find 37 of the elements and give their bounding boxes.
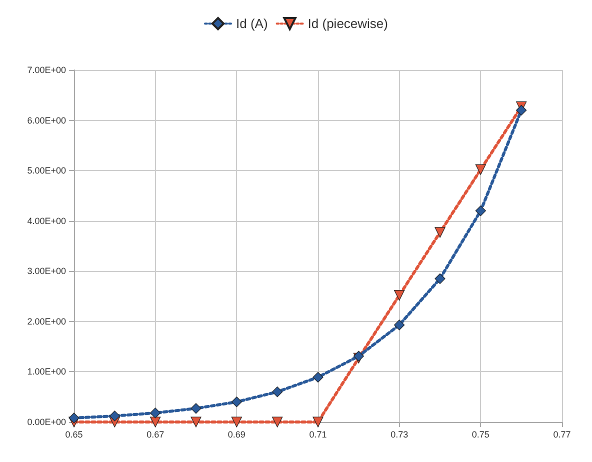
x-tick-label: 0.67: [146, 430, 164, 440]
x-tick-label: 0.75: [472, 430, 490, 440]
point: [312, 416, 324, 428]
y-tick-label: 3.00E+00: [27, 266, 66, 276]
y-tick-label: 4.00E+00: [27, 216, 66, 226]
point: [434, 273, 446, 284]
point: [150, 416, 161, 428]
point: [272, 416, 283, 428]
point: [312, 372, 324, 383]
y-tick-label: 1.00E+00: [27, 366, 66, 377]
y-tick-label: 0.00E+00: [27, 417, 66, 427]
y-tick-label: 5.00E+00: [27, 166, 66, 176]
x-tick-label: 0.71: [309, 430, 327, 440]
point: [231, 416, 242, 428]
point: [231, 396, 242, 408]
legend-label: Id (A): [236, 16, 268, 32]
point: [272, 386, 283, 398]
x-tick-label: 0.65: [65, 430, 83, 440]
point: [353, 350, 364, 362]
legend-label: Id (piecewise): [308, 16, 388, 32]
y-tick-label: 6.00E+00: [27, 115, 66, 126]
point: [190, 416, 202, 428]
point: [190, 403, 202, 414]
x-tick-label: 0.73: [390, 430, 408, 440]
point: [109, 410, 120, 422]
point: [434, 227, 446, 238]
point: [394, 320, 405, 330]
x-tick-label: 0.77: [553, 430, 571, 440]
point: [150, 408, 161, 418]
x-tick-label: 0.69: [228, 430, 246, 440]
point: [475, 206, 486, 216]
point: [475, 164, 486, 175]
point: [68, 412, 80, 424]
y-tick-label: 7.00E+00: [27, 65, 66, 75]
point: [516, 104, 527, 116]
point: [394, 290, 405, 301]
y-tick-label: 2.00E+00: [27, 316, 66, 326]
